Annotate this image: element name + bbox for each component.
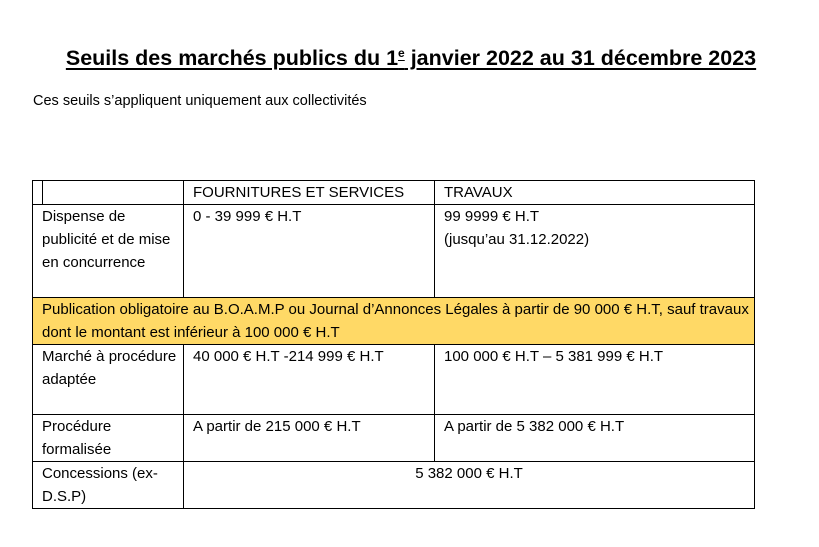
publication-notice: Publication obligatoire au B.O.A.M.P ou …: [32, 297, 755, 345]
header-fournitures: FOURNITURES ET SERVICES: [183, 180, 435, 205]
cell-mapa-travaux: 100 000 € H.T – 5 381 999 € H.T: [434, 344, 755, 415]
cell-dispense-travaux: 99 9999 € H.T (jusqu’au 31.12.2022): [434, 204, 755, 298]
cell-mapa-fournitures: 40 000 € H.T -214 999 € H.T: [183, 344, 435, 415]
table-header-row: FOURNITURES ET SERVICES TRAVAUX: [32, 180, 755, 205]
table-row-formalisee: Procédure formalisée A partir de 215 000…: [32, 414, 755, 462]
cell-formalisee-fournitures: A partir de 215 000 € H.T: [183, 414, 435, 462]
table-row-concessions: Concessions (ex-D.S.P) 5 382 000 € H.T: [32, 461, 755, 509]
row-label-formalisee: Procédure formalisée: [32, 414, 184, 462]
document-title-superscript: e: [398, 45, 405, 60]
table-corner-cell: [32, 180, 184, 205]
document-title-prefix: Seuils des marchés publics du 1: [65, 46, 399, 70]
header-travaux: TRAVAUX: [434, 180, 755, 205]
thresholds-table: FOURNITURES ET SERVICES TRAVAUX Dispense…: [32, 180, 755, 509]
row-label-concessions: Concessions (ex-D.S.P): [32, 461, 184, 509]
cell-dispense-travaux-note: (jusqu’au 31.12.2022): [444, 231, 590, 248]
cell-formalisee-travaux: A partir de 5 382 000 € H.T: [434, 414, 755, 462]
corner-divider: [42, 180, 43, 205]
document-subtitle: Ces seuils s’appliquent uniquement aux c…: [33, 93, 367, 109]
table-row-dispense: Dispense de publicité et de mise en conc…: [32, 204, 755, 298]
document-title-suffix: janvier 2022 au 31 décembre 2023: [404, 46, 757, 70]
cell-dispense-fournitures: 0 - 39 999 € H.T: [183, 204, 435, 298]
cell-concessions-value: 5 382 000 € H.T: [183, 461, 755, 509]
row-label-dispense: Dispense de publicité et de mise en conc…: [32, 204, 184, 298]
document-title: Seuils des marchés publics du 1e janvier…: [0, 46, 819, 71]
row-label-mapa: Marché à procédure adaptée: [32, 344, 184, 415]
table-row-mapa: Marché à procédure adaptée 40 000 € H.T …: [32, 344, 755, 415]
table-row-publication: Publication obligatoire au B.O.A.M.P ou …: [32, 297, 755, 345]
cell-dispense-travaux-value: 99 9999 € H.T: [444, 208, 540, 225]
